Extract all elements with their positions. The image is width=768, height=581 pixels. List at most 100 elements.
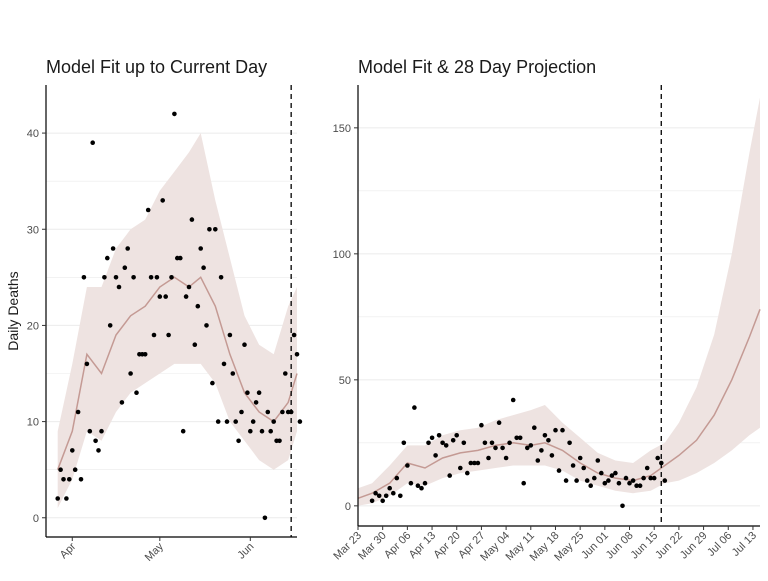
observed-point [119,400,125,405]
observed-point [634,483,639,489]
observed-point [253,400,259,405]
fit-median-line [357,309,761,500]
observed-point [70,448,75,453]
observed-point [503,455,509,461]
observed-point [613,470,618,476]
observed-point [637,483,643,489]
observed-point [131,275,136,280]
observed-point [201,265,206,271]
observed-point [110,246,116,251]
y-tick-label: 0 [33,513,39,525]
observed-point [180,428,186,434]
observed-point [408,480,414,486]
observed-point [489,440,495,446]
chart-panel-1: 0 10 20 30 40 Apr May Jun Model Fit up to Curren… [5,57,303,564]
observed-point [426,440,431,446]
observed-point [616,480,622,486]
x-tick-label: Jun 29 [678,530,710,562]
observed-point [215,419,221,424]
y-tick-label: 100 [333,249,351,261]
fit-ribbon [358,97,760,506]
observed-point [447,473,453,478]
observed-point [662,478,668,483]
observed-point [259,428,265,434]
observed-point [553,427,558,433]
observed-point [648,475,653,481]
observed-point [169,275,174,280]
y-tick-label: 40 [27,128,39,140]
observed-point [72,467,78,473]
observed-point [107,323,113,328]
chart-title: Model Fit up to Current Day [46,57,267,77]
observed-point [207,227,212,232]
observed-point [500,445,505,451]
observed-point [262,515,268,521]
observed-point [539,448,544,453]
observed-point [595,458,601,463]
observed-point [655,455,660,461]
observed-point [204,323,209,328]
observed-point [64,496,69,501]
observed-point [178,255,183,261]
observed-point [102,275,107,280]
observed-point [401,440,407,446]
observed-point [528,443,534,448]
observed-point [627,480,632,486]
observed-point [405,463,410,468]
observed-point [256,390,262,396]
observed-point [230,371,236,376]
observed-point [87,428,93,434]
observed-point [496,420,502,426]
observed-point [468,460,474,466]
observed-point [574,478,579,483]
observed-point [380,498,386,504]
observed-point [242,342,247,348]
observed-point [213,227,218,232]
observed-point [623,475,629,481]
observed-point [128,371,133,376]
observed-point [584,478,590,483]
observed-point [556,468,562,473]
observed-point [620,503,625,509]
observed-point [189,217,195,222]
observed-point [93,438,98,444]
observed-point [148,275,154,280]
observed-point [570,463,576,468]
observed-point [563,478,569,483]
observed-point [78,477,84,482]
y-tick-label: 20 [27,320,39,332]
observed-point [163,294,168,299]
observed-point [294,352,300,357]
observed-point [198,246,203,251]
observed-point [549,453,555,458]
observed-point [606,478,611,483]
observed-point [90,140,95,145]
observed-point [510,397,516,403]
observed-point [271,419,277,424]
x-tick-label: Apr 06 [382,530,413,561]
observed-point [644,465,650,471]
observed-point [472,460,477,466]
y-tick-label: 50 [339,375,351,387]
observed-point [535,458,541,463]
observed-point [186,284,192,290]
observed-point [297,419,303,424]
fit-ribbon [57,133,298,509]
observed-point [218,275,224,280]
observed-point [588,483,593,489]
x-tick-label: May [143,540,167,564]
y-tick-label: 0 [345,501,351,513]
observed-point [96,448,101,453]
observed-point [493,445,498,451]
x-tick-label: Jul 13 [730,530,759,559]
observed-point [233,419,238,424]
observed-point [245,390,250,396]
observed-point [166,332,171,338]
observed-point [134,390,139,396]
observed-point [482,440,488,446]
y-tick-label: 30 [27,224,39,236]
observed-point [560,427,565,433]
observed-point [461,440,467,446]
